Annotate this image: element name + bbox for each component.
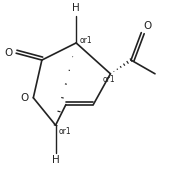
Text: H: H <box>72 3 80 13</box>
Text: H: H <box>52 155 60 165</box>
Text: O: O <box>21 93 29 103</box>
Text: or1: or1 <box>80 36 92 45</box>
Text: O: O <box>4 48 13 58</box>
Text: O: O <box>143 21 151 31</box>
Text: or1: or1 <box>58 127 71 136</box>
Text: or1: or1 <box>103 75 115 84</box>
